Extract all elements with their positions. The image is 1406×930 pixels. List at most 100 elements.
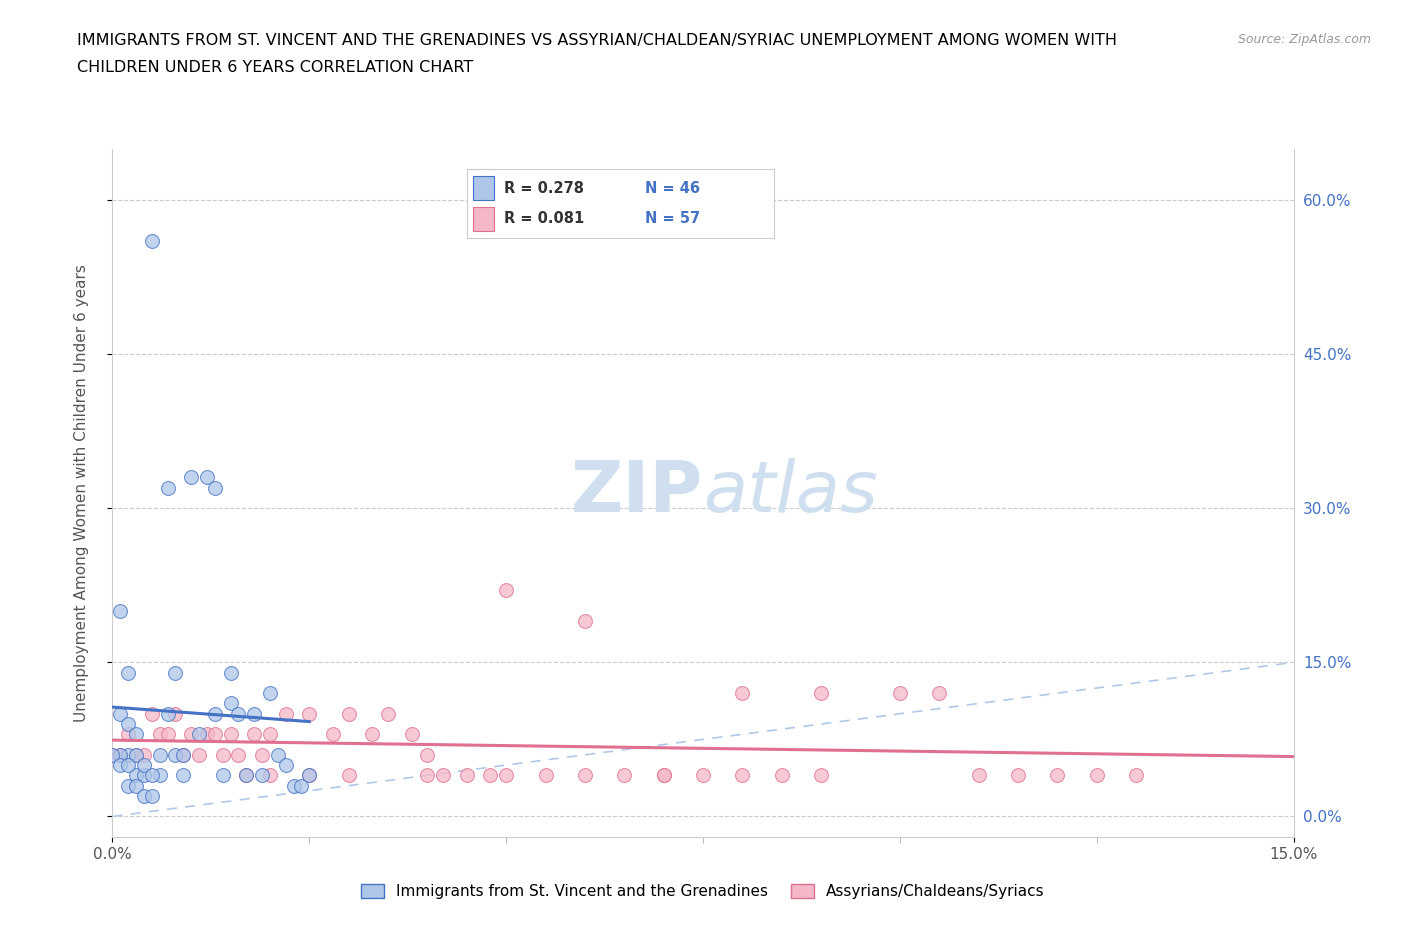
Point — [1125, 768, 1147, 783]
Point — [110, 748, 132, 763]
Point — [416, 768, 439, 783]
Point — [219, 665, 242, 680]
Point — [141, 706, 163, 721]
Point — [298, 768, 321, 783]
Text: ZIP: ZIP — [571, 458, 703, 527]
Point — [125, 727, 148, 742]
Point — [479, 768, 502, 783]
Point — [180, 727, 202, 742]
Point — [928, 685, 950, 700]
Point — [534, 768, 557, 783]
Point — [117, 758, 139, 773]
Point — [204, 727, 226, 742]
Point — [250, 768, 273, 783]
Point — [110, 748, 132, 763]
Point — [204, 706, 226, 721]
Point — [132, 748, 155, 763]
Point — [259, 727, 281, 742]
Text: IMMIGRANTS FROM ST. VINCENT AND THE GRENADINES VS ASSYRIAN/CHALDEAN/SYRIAC UNEMP: IMMIGRANTS FROM ST. VINCENT AND THE GREN… — [77, 33, 1118, 47]
Point — [188, 727, 211, 742]
Point — [195, 470, 218, 485]
Point — [574, 614, 596, 629]
Point — [259, 685, 281, 700]
Point — [259, 768, 281, 783]
Point — [110, 706, 132, 721]
Point — [180, 470, 202, 485]
Point — [361, 727, 384, 742]
Point — [195, 727, 218, 742]
Point — [101, 748, 124, 763]
Point — [652, 768, 675, 783]
Point — [810, 685, 832, 700]
Point — [165, 748, 187, 763]
Point — [132, 758, 155, 773]
Point — [228, 748, 250, 763]
Point — [401, 727, 423, 742]
Point — [322, 727, 344, 742]
Point — [1007, 768, 1029, 783]
Point — [967, 768, 990, 783]
Point — [125, 778, 148, 793]
Point — [204, 480, 226, 495]
Point — [810, 768, 832, 783]
Legend: Immigrants from St. Vincent and the Grenadines, Assyrians/Chaldeans/Syriacs: Immigrants from St. Vincent and the Gren… — [354, 878, 1052, 905]
Point — [141, 233, 163, 248]
Point — [156, 727, 179, 742]
Point — [188, 748, 211, 763]
Point — [495, 768, 517, 783]
Point — [117, 748, 139, 763]
Point — [731, 685, 754, 700]
Point — [1085, 768, 1108, 783]
Point — [416, 748, 439, 763]
Point — [298, 768, 321, 783]
Point — [117, 727, 139, 742]
Point — [692, 768, 714, 783]
Point — [250, 748, 273, 763]
Point — [731, 768, 754, 783]
Point — [228, 706, 250, 721]
Point — [141, 768, 163, 783]
Y-axis label: Unemployment Among Women with Children Under 6 years: Unemployment Among Women with Children U… — [75, 264, 89, 722]
Point — [172, 748, 194, 763]
Point — [889, 685, 911, 700]
Point — [219, 727, 242, 742]
Point — [267, 748, 290, 763]
Point — [156, 480, 179, 495]
Text: atlas: atlas — [703, 458, 877, 527]
Text: Source: ZipAtlas.com: Source: ZipAtlas.com — [1237, 33, 1371, 46]
Point — [219, 696, 242, 711]
Point — [243, 706, 266, 721]
Point — [125, 748, 148, 763]
Point — [117, 665, 139, 680]
Point — [613, 768, 636, 783]
Point — [283, 778, 305, 793]
Point — [432, 768, 454, 783]
Point — [298, 706, 321, 721]
Point — [290, 778, 312, 793]
Point — [243, 727, 266, 742]
Point — [211, 768, 233, 783]
Point — [141, 789, 163, 804]
Point — [125, 768, 148, 783]
Point — [495, 583, 517, 598]
Point — [165, 665, 187, 680]
Point — [652, 768, 675, 783]
Point — [770, 768, 793, 783]
Point — [117, 778, 139, 793]
Point — [274, 706, 297, 721]
Point — [235, 768, 257, 783]
Point — [337, 768, 360, 783]
Point — [132, 789, 155, 804]
Point — [132, 768, 155, 783]
Point — [456, 768, 478, 783]
Point — [165, 706, 187, 721]
Point — [125, 748, 148, 763]
Point — [110, 604, 132, 618]
Point — [377, 706, 399, 721]
Text: CHILDREN UNDER 6 YEARS CORRELATION CHART: CHILDREN UNDER 6 YEARS CORRELATION CHART — [77, 60, 474, 75]
Point — [211, 748, 233, 763]
Point — [574, 768, 596, 783]
Point — [117, 717, 139, 732]
Point — [149, 727, 172, 742]
Point — [337, 706, 360, 721]
